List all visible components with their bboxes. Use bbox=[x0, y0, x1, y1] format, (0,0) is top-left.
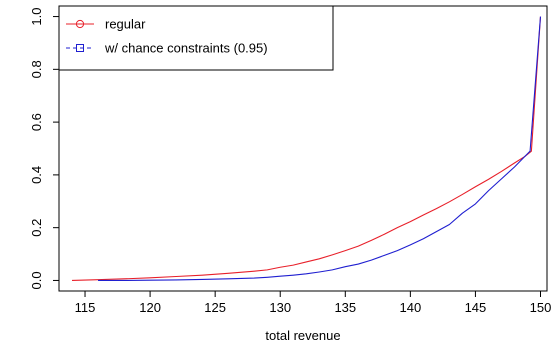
y-tick-label: 0.8 bbox=[29, 60, 44, 78]
legend-box bbox=[58, 5, 334, 71]
y-tick-label: 0.4 bbox=[29, 166, 44, 184]
legend-entry-1: regular bbox=[105, 17, 146, 32]
y-tick-label: 1.0 bbox=[29, 8, 44, 26]
y-axis: 0.0 0.2 0.4 0.6 0.8 1.0 bbox=[29, 8, 59, 289]
x-tick-label: 130 bbox=[269, 300, 291, 315]
legend-circle-marker bbox=[75, 19, 85, 29]
x-tick-label: 115 bbox=[75, 300, 96, 315]
x-tick-label: 120 bbox=[139, 300, 161, 315]
x-axis-label: total revenue bbox=[265, 328, 340, 343]
x-tick-label: 150 bbox=[530, 300, 552, 315]
series-line-1 bbox=[71, 16, 542, 281]
series-layer bbox=[71, 16, 542, 281]
y-tick-label: 0.6 bbox=[29, 113, 44, 131]
legend-square-marker bbox=[76, 44, 84, 52]
x-axis: 115 120 125 130 135 140 145 150 bbox=[75, 291, 552, 315]
legend: regular w/ chance constraints (0.95) bbox=[58, 5, 334, 71]
y-tick-label: 0.2 bbox=[29, 219, 44, 237]
y-tick-label: 0.0 bbox=[29, 271, 44, 289]
legend-entry-2: w/ chance constraints (0.95) bbox=[104, 41, 268, 56]
x-tick-label: 125 bbox=[204, 300, 226, 315]
x-tick-label: 135 bbox=[334, 300, 356, 315]
series-line-2 bbox=[98, 16, 542, 281]
x-tick-label: 140 bbox=[400, 300, 422, 315]
x-tick-label: 145 bbox=[465, 300, 487, 315]
